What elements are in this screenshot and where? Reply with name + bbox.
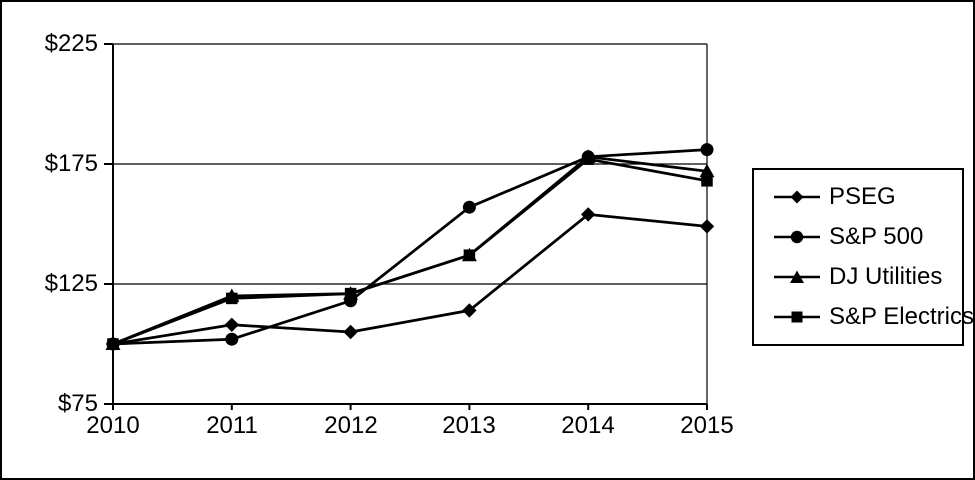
- x-tick-label-2010: 2010: [86, 412, 140, 439]
- legend-item-sp500: S&P 500: [774, 224, 962, 250]
- x-tick-label-2012: 2012: [324, 412, 378, 439]
- s-p-electrics-marker: [582, 153, 594, 165]
- diamond-marker-icon: [774, 190, 820, 204]
- y-tick-label-125: $125: [44, 270, 98, 297]
- y-tick-label-175: $175: [44, 150, 98, 177]
- x-tick-label-2011: 2011: [206, 412, 258, 439]
- legend-label: S&P 500: [829, 223, 924, 250]
- legend-item-dj-utilities: DJ Utilities: [774, 264, 962, 290]
- s-p-500-marker: [462, 200, 476, 214]
- x-tick-label-2014: 2014: [561, 412, 615, 439]
- legend-item-pseg: PSEG: [774, 184, 962, 210]
- s-p-electrics-marker: [226, 292, 238, 305]
- circle-marker-icon: [774, 230, 820, 244]
- pseg-marker: [343, 324, 358, 340]
- s-p-electrics-marker: [107, 338, 119, 350]
- pseg-marker: [462, 303, 477, 318]
- s-p-electrics-marker: [463, 249, 476, 261]
- square-marker-icon: [774, 310, 820, 324]
- pseg-marker: [699, 219, 715, 234]
- legend-label: PSEG: [829, 183, 896, 210]
- legend-item-sp-electrics: S&P Electrics: [774, 304, 973, 330]
- s-p-electrics-line: [112, 157, 708, 346]
- chart-legend: PSEG S&P 500 DJ Utilities S&P Electrics: [752, 168, 973, 346]
- s-p-500-line: [112, 148, 708, 346]
- dj-utilities-line: [112, 155, 708, 346]
- pseg-line: [112, 212, 708, 346]
- y-tick-label-225: $225: [44, 30, 98, 57]
- dj-utilities-marker: [699, 163, 715, 178]
- x-tick-label-2013: 2013: [442, 412, 496, 439]
- y-tick-label-75: $75: [57, 390, 98, 417]
- pseg-marker: [224, 317, 239, 332]
- s-p-500-marker: [225, 332, 239, 346]
- s-p-500-marker: [700, 143, 714, 157]
- legend-label: S&P Electrics: [829, 303, 974, 330]
- triangle-marker-icon: [774, 270, 820, 284]
- s-p-electrics-marker: [344, 287, 357, 300]
- s-p-electrics-marker: [701, 175, 713, 187]
- pseg-marker: [581, 207, 596, 222]
- legend-label: DJ Utilities: [829, 263, 943, 290]
- x-tick-label-2015: 2015: [680, 412, 734, 439]
